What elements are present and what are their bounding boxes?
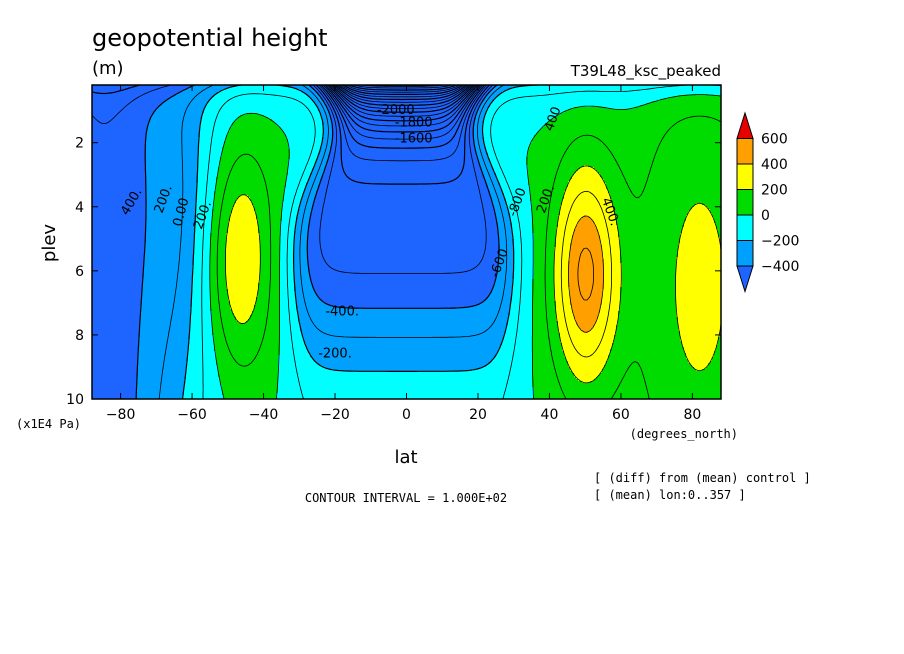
contour-label: -400. [325, 305, 359, 320]
colorbar-over-arrow [737, 113, 753, 139]
x-tick-label: 60 [612, 407, 630, 423]
contour-label: -1600 [395, 132, 433, 147]
colorbar-segment [737, 164, 753, 190]
diff-note: [ (diff) from (mean) control ] [594, 471, 811, 485]
colorbar-label: 600 [761, 132, 788, 148]
y-tick-label: 8 [75, 328, 84, 344]
x-axis-label: lat [394, 447, 417, 468]
colorbar-label: 200 [761, 183, 788, 199]
colorbar-segment [737, 215, 753, 241]
contour-label: -1800 [395, 116, 433, 131]
x-tick-label: −40 [249, 407, 279, 423]
mean-note: [ (mean) lon:0..357 ] [594, 488, 746, 502]
colorbar-segment [737, 190, 753, 216]
x-tick-label: 0 [402, 407, 411, 423]
colorbar-label: −200 [761, 234, 799, 250]
contour-label: -200. [318, 346, 352, 361]
y-tick-label: 2 [75, 136, 84, 152]
x-tick-label: 20 [469, 407, 487, 423]
chart-units: (m) [92, 58, 124, 79]
colorbar-label: −400 [761, 259, 799, 275]
colorbar: 600 400 200 0 −200 −400 [737, 113, 799, 292]
x-tick-label: −60 [177, 407, 207, 423]
y-axis-units: (x1E4 Pa) [16, 417, 81, 431]
y-tick-label: 10 [66, 392, 84, 408]
x-tick-label: −20 [320, 407, 350, 423]
colorbar-under-arrow [737, 266, 753, 292]
x-axis-units: (degrees_north) [630, 427, 738, 441]
x-tick-label: 40 [541, 407, 559, 423]
y-tick-label: 4 [75, 200, 84, 216]
run-label: T39L48_ksc_peaked [570, 62, 721, 81]
colorbar-label: 0 [761, 208, 770, 224]
colorbar-label: 400 [761, 157, 788, 173]
y-tick-label: 6 [75, 264, 84, 280]
chart-title: geopotential height [92, 24, 328, 52]
x-tick-label: −80 [106, 407, 136, 423]
x-tick-label: 80 [683, 407, 701, 423]
colorbar-segment [737, 241, 753, 267]
y-axis-label: plev [39, 224, 60, 263]
colorbar-segment [737, 139, 753, 165]
contour-interval: CONTOUR INTERVAL = 1.000E+02 [305, 491, 507, 505]
